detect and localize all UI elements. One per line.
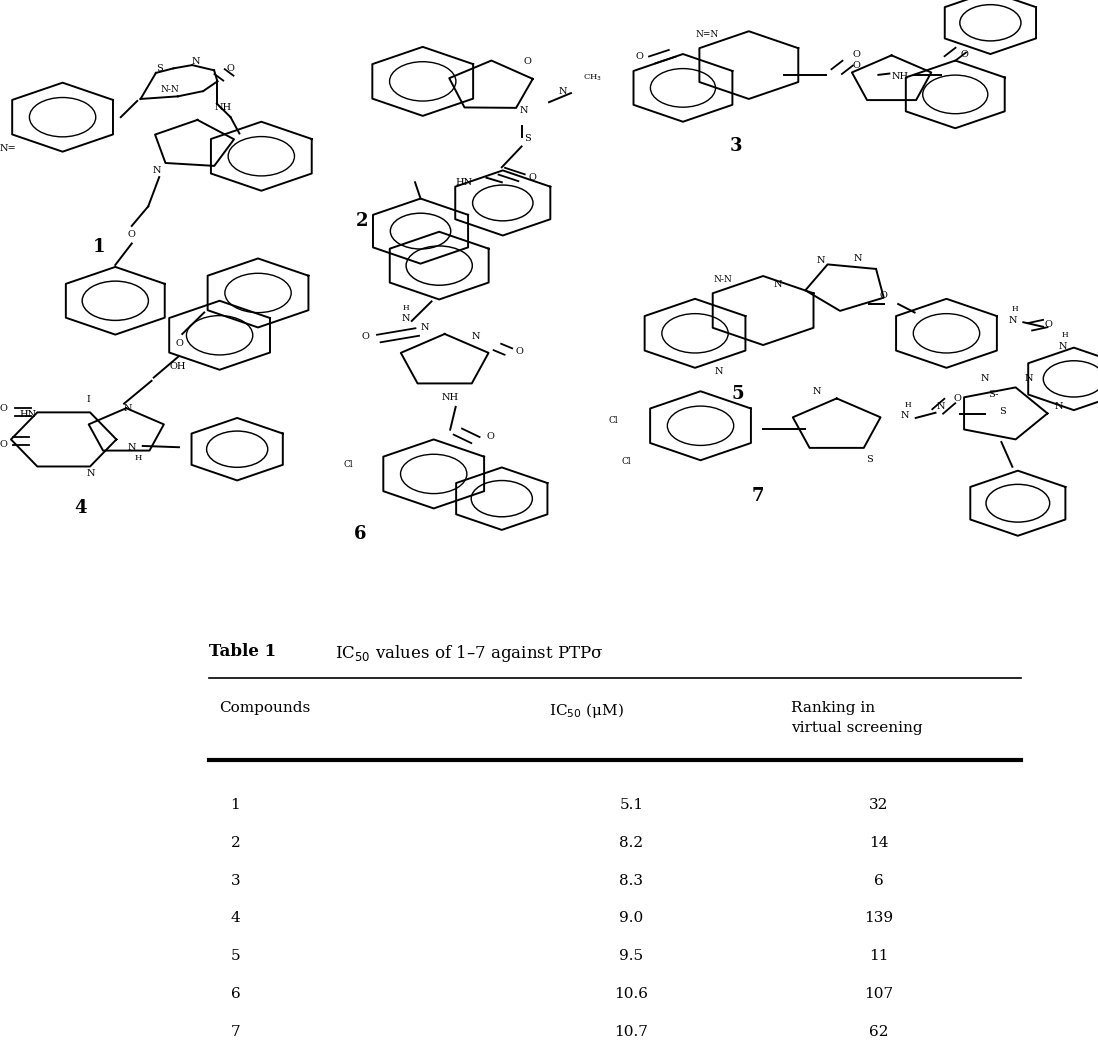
Text: 6: 6 bbox=[354, 525, 367, 543]
Text: HN: HN bbox=[455, 177, 472, 187]
Text: I: I bbox=[86, 395, 90, 403]
Text: OH: OH bbox=[169, 362, 186, 371]
Text: S: S bbox=[999, 407, 1006, 416]
Text: H: H bbox=[1011, 306, 1018, 313]
Text: Cl: Cl bbox=[344, 460, 352, 468]
Text: 2: 2 bbox=[356, 212, 369, 230]
Text: N: N bbox=[817, 256, 826, 265]
Text: S: S bbox=[156, 64, 163, 72]
Text: O: O bbox=[523, 58, 531, 66]
Text: Compounds: Compounds bbox=[220, 701, 311, 715]
Text: 8.2: 8.2 bbox=[619, 836, 643, 849]
Text: H: H bbox=[403, 303, 410, 312]
Text: O: O bbox=[175, 338, 183, 348]
Text: 11: 11 bbox=[869, 949, 888, 963]
Text: O: O bbox=[127, 230, 136, 238]
Text: 6: 6 bbox=[874, 874, 883, 887]
Text: 62: 62 bbox=[869, 1025, 888, 1038]
Text: N: N bbox=[1024, 375, 1033, 383]
Text: H: H bbox=[135, 454, 142, 462]
Text: HN: HN bbox=[19, 411, 36, 419]
Text: N=: N= bbox=[0, 144, 16, 153]
Text: N: N bbox=[153, 166, 161, 175]
Text: N: N bbox=[127, 443, 136, 452]
Text: O: O bbox=[528, 173, 537, 183]
Text: IC$_{50}$ (μM): IC$_{50}$ (μM) bbox=[549, 701, 624, 720]
Text: N: N bbox=[402, 315, 411, 323]
Text: N-N: N-N bbox=[160, 85, 180, 94]
Text: 5: 5 bbox=[231, 949, 240, 963]
Text: N: N bbox=[123, 403, 132, 413]
Text: N: N bbox=[421, 323, 429, 332]
Text: NH: NH bbox=[214, 103, 232, 112]
Text: S: S bbox=[524, 134, 530, 143]
Text: O: O bbox=[953, 394, 962, 403]
Text: IC$_{50}$ values of 1–7 against PTPσ: IC$_{50}$ values of 1–7 against PTPσ bbox=[335, 643, 604, 664]
Text: 1: 1 bbox=[231, 798, 240, 812]
Text: CH$_3$: CH$_3$ bbox=[583, 72, 603, 83]
Text: N: N bbox=[191, 58, 200, 66]
Text: S: S bbox=[866, 455, 873, 464]
Text: O: O bbox=[852, 49, 861, 59]
Text: 7: 7 bbox=[751, 487, 764, 505]
Text: 4: 4 bbox=[231, 911, 240, 925]
Text: N: N bbox=[937, 402, 945, 412]
Text: O: O bbox=[1044, 319, 1053, 329]
Text: N: N bbox=[900, 412, 909, 420]
Text: N: N bbox=[87, 468, 96, 478]
Text: O: O bbox=[515, 348, 524, 356]
Text: NH: NH bbox=[892, 71, 909, 81]
Text: 6: 6 bbox=[231, 987, 240, 1001]
Text: 32: 32 bbox=[869, 798, 888, 812]
Text: 10.6: 10.6 bbox=[615, 987, 648, 1001]
Text: N-N: N-N bbox=[713, 275, 732, 284]
Text: N=N: N=N bbox=[695, 30, 719, 39]
Text: O: O bbox=[226, 64, 235, 72]
Text: Ranking in
virtual screening: Ranking in virtual screening bbox=[791, 701, 922, 735]
Text: 10.7: 10.7 bbox=[615, 1025, 648, 1038]
Text: N: N bbox=[813, 386, 821, 396]
Text: O: O bbox=[486, 432, 495, 441]
Text: 1: 1 bbox=[92, 238, 105, 256]
Text: NH: NH bbox=[441, 393, 459, 401]
Text: Table 1: Table 1 bbox=[209, 643, 288, 659]
Text: 107: 107 bbox=[864, 987, 893, 1001]
Text: 8.3: 8.3 bbox=[619, 874, 643, 887]
Text: N: N bbox=[715, 366, 724, 376]
Text: O: O bbox=[879, 291, 888, 300]
Text: 2: 2 bbox=[231, 836, 240, 849]
Text: H: H bbox=[1062, 331, 1068, 339]
Text: 5: 5 bbox=[731, 385, 744, 403]
Text: 14: 14 bbox=[869, 836, 888, 849]
Text: N: N bbox=[1058, 342, 1067, 351]
Text: 7: 7 bbox=[231, 1025, 240, 1038]
Text: O: O bbox=[852, 61, 861, 69]
Text: N: N bbox=[981, 375, 989, 383]
Text: Cl: Cl bbox=[621, 457, 630, 466]
Text: N: N bbox=[519, 106, 528, 116]
Text: H: H bbox=[905, 401, 911, 408]
Text: N: N bbox=[1008, 316, 1017, 324]
Text: O: O bbox=[0, 403, 8, 413]
Text: 3: 3 bbox=[231, 874, 240, 887]
Text: O: O bbox=[0, 440, 8, 449]
Text: O: O bbox=[960, 49, 968, 59]
Text: S-: S- bbox=[988, 390, 998, 399]
Text: 9.0: 9.0 bbox=[619, 911, 643, 925]
Text: N: N bbox=[559, 87, 568, 96]
Text: 9.5: 9.5 bbox=[619, 949, 643, 963]
Text: 5.1: 5.1 bbox=[619, 798, 643, 812]
Text: O: O bbox=[361, 332, 370, 341]
Text: O: O bbox=[635, 52, 643, 61]
Text: Cl: Cl bbox=[608, 416, 618, 425]
Text: N: N bbox=[853, 254, 862, 262]
Text: N: N bbox=[773, 280, 782, 289]
Text: 139: 139 bbox=[864, 911, 893, 925]
Text: 3: 3 bbox=[729, 138, 742, 155]
Text: N: N bbox=[1054, 402, 1063, 412]
Text: 4: 4 bbox=[74, 499, 87, 517]
Text: N: N bbox=[471, 332, 480, 341]
